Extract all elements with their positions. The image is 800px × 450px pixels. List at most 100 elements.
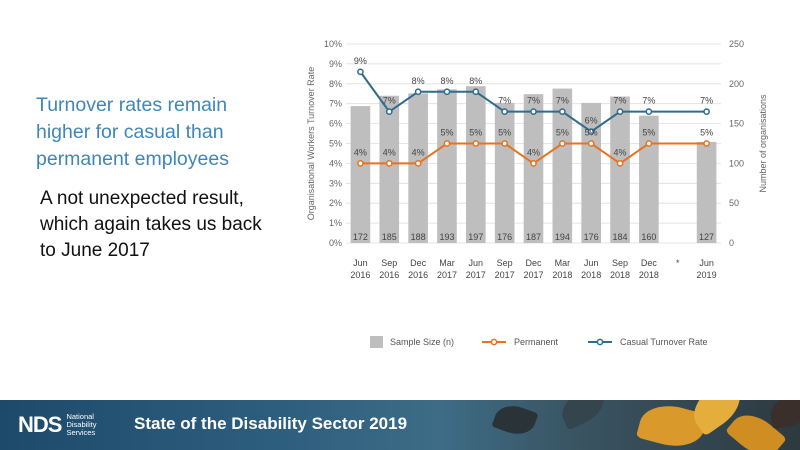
x-tick-label-year: 2017: [437, 270, 457, 280]
nds-logo: NDS National Disability Services: [18, 412, 116, 438]
casual-point: [501, 108, 509, 116]
casual-point: [357, 68, 364, 76]
permanent-point: [587, 140, 595, 147]
casual-value-label: 6%: [585, 116, 598, 126]
logo-mark: NDS: [18, 412, 62, 437]
y-tick-label: 1%: [329, 218, 342, 228]
permanent-point: [357, 160, 364, 167]
bar-value-label: 172: [353, 232, 368, 242]
x-tick-label: Dec: [410, 258, 427, 268]
bar: [437, 89, 457, 243]
y2-tick-label: 200: [729, 79, 744, 89]
y2-tick-label: 250: [729, 39, 744, 49]
bar: [494, 102, 515, 244]
bar-value-label: 185: [382, 232, 397, 242]
y2-tick-label: 0: [729, 238, 734, 248]
casual-value-label: 7%: [614, 96, 627, 106]
bar-value-label: 160: [641, 232, 656, 242]
legend-marker-permanent: [490, 338, 498, 346]
x-tick-label-year: 2019: [697, 270, 717, 280]
permanent-value-label: 5%: [440, 128, 453, 138]
chart-legend: Sample Size (n) Permanent Casual Turnover …: [370, 336, 708, 348]
casual-value-label: 9%: [354, 56, 367, 66]
casual-point: [616, 108, 624, 116]
x-tick-label: Sep: [612, 258, 628, 268]
casual-point: [385, 108, 393, 116]
legend-marker-casual: [596, 338, 604, 346]
y-tick-label: 7%: [329, 99, 342, 109]
permanent-point: [558, 140, 566, 147]
bar: [610, 96, 630, 243]
x-tick-label: Mar: [555, 258, 571, 268]
casual-point: [558, 108, 566, 116]
casual-point: [703, 108, 710, 116]
casual-value-label: 8%: [440, 76, 453, 86]
slide-heading: Turnover rates remain higher for casual …: [36, 94, 229, 170]
permanent-value-label: 5%: [469, 128, 482, 138]
x-tick-label-year: 2018: [552, 270, 572, 280]
x-tick-label-year: 2017: [495, 270, 515, 280]
bar: [523, 94, 544, 243]
permanent-point: [443, 140, 451, 147]
bar-value-label: 188: [411, 232, 426, 242]
casual-point: [443, 88, 451, 96]
bar: [350, 106, 371, 243]
x-tick-label: Dec: [525, 258, 542, 268]
permanent-point: [703, 140, 710, 147]
bar-value-label: 176: [497, 232, 512, 242]
bar-value-label: 194: [555, 232, 570, 242]
logo-line1: National: [66, 412, 94, 421]
y2-tick-label: 100: [729, 158, 744, 168]
permanent-value-label: 4%: [527, 147, 540, 157]
x-tick-label-year: 2018: [610, 270, 630, 280]
y-tick-label: 8%: [329, 79, 342, 89]
x-tick-label-year: 2016: [408, 270, 428, 280]
bar-value-label: 184: [613, 232, 628, 242]
logo-wordmark: National Disability Services: [66, 413, 116, 437]
x-tick-label: Jun: [584, 258, 599, 268]
permanent-value-label: 4%: [412, 147, 425, 157]
permanent-point: [501, 140, 509, 147]
bar-value-label: 197: [468, 232, 483, 242]
casual-value-label: 7%: [383, 96, 396, 106]
x-tick-label: Mar: [439, 258, 455, 268]
casual-value-label: 7%: [556, 96, 569, 106]
permanent-point: [645, 140, 653, 147]
bar: [379, 95, 400, 244]
y-tick-label: 4%: [329, 158, 342, 168]
footer-title: State of the Disability Sector 2019: [134, 414, 408, 433]
casual-value-label: 7%: [498, 96, 511, 106]
casual-point: [645, 108, 653, 116]
x-tick-label: Jun: [469, 258, 484, 268]
casual-point: [530, 108, 537, 116]
chart-text: 0% 1% 2% 3% 4% 5% 6% 7% 8% 9% 10% 0 50 100 150 200 250 Or…: [306, 39, 768, 280]
footer-banner: NDS National Disability Services State o…: [0, 400, 800, 450]
bar-value-label: 187: [526, 232, 541, 242]
y-tick-label: 3%: [329, 178, 342, 188]
chart-bars: [350, 86, 717, 244]
bar-value-label: 176: [584, 232, 599, 242]
y-tick-label: 5%: [329, 139, 342, 149]
x-tick-label-year: 2016: [350, 270, 370, 280]
y2-tick-label: 150: [729, 119, 744, 129]
legend-label-sample-size: Sample Size (n): [390, 337, 454, 347]
y2-axis-title: Number of organisations: [758, 94, 768, 193]
y-tick-label: 2%: [329, 198, 342, 208]
casual-value-label: 7%: [527, 96, 540, 106]
y-tick-label: 9%: [329, 59, 342, 69]
legend-swatch-sample-size: [370, 336, 383, 348]
permanent-point: [385, 160, 393, 167]
bar: [408, 93, 428, 243]
x-tick-label-year: 2017: [523, 270, 543, 280]
logo-line3: Services: [66, 428, 96, 437]
permanent-value-label: 5%: [498, 128, 511, 138]
chart-lines: [357, 68, 710, 167]
y-axis-title: Organisational Workers Turnover Rate: [306, 67, 316, 220]
casual-value-label: 7%: [642, 96, 655, 106]
bar-value-label: 193: [439, 232, 454, 242]
bar-value-label: 127: [699, 232, 714, 242]
logo-line2: Disability: [66, 420, 97, 429]
casual-value-label: 8%: [412, 76, 425, 86]
casual-line: [359, 71, 707, 133]
y-tick-label: 6%: [329, 119, 342, 129]
